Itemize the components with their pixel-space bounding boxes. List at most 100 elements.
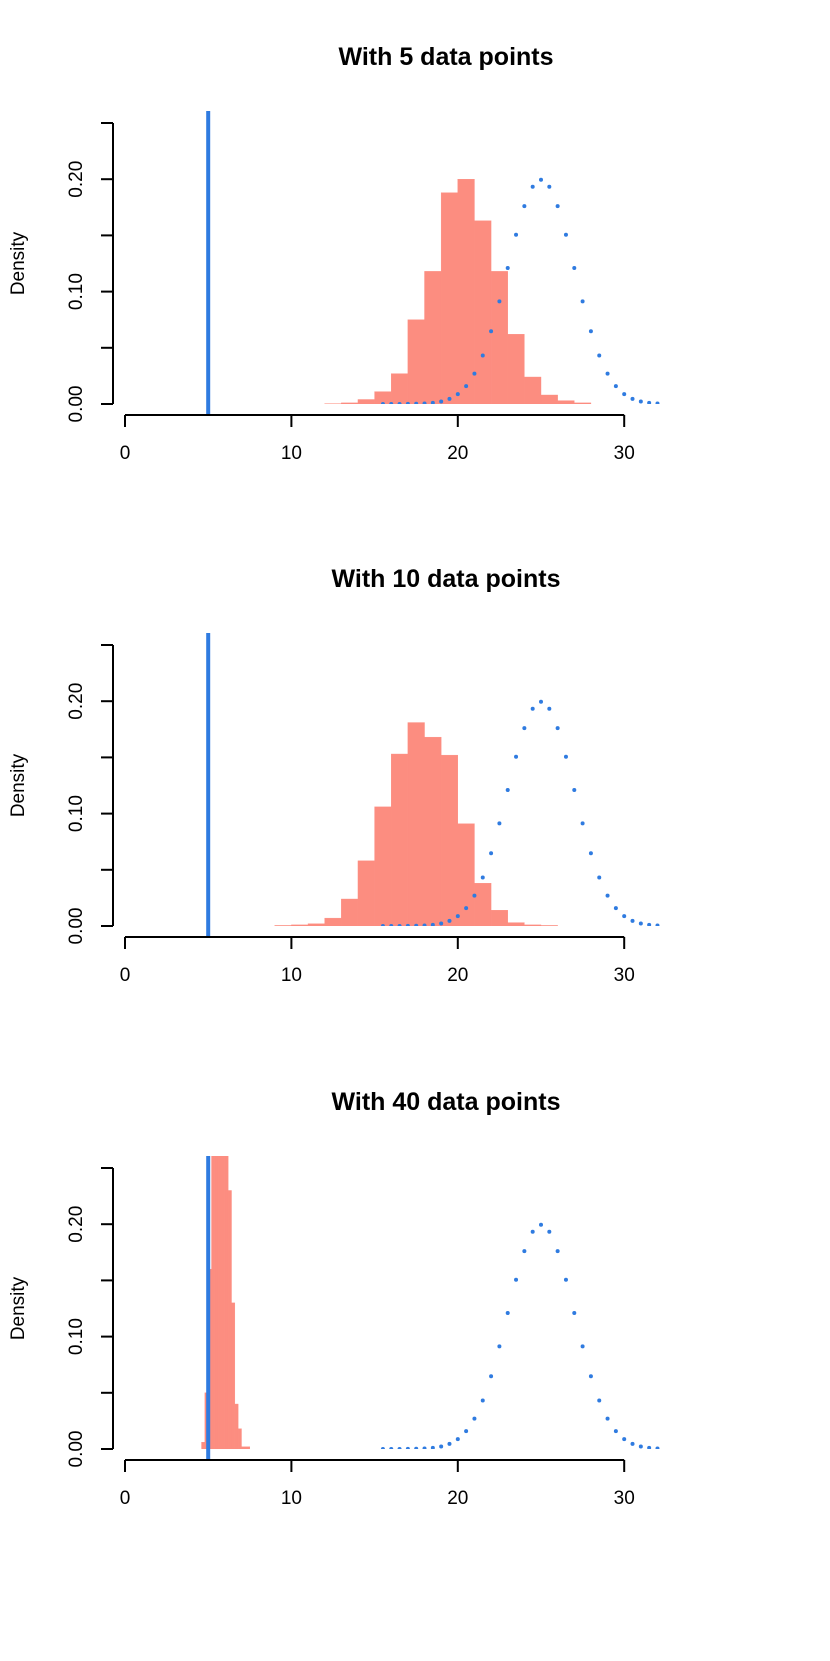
chart-panel-1: With 5 data points 0 10 20 30 0.00 0.10 0.20 Den…: [8, 43, 660, 464]
curve-dot: [514, 232, 519, 237]
curve-dot: [588, 851, 593, 856]
curve-dot: [422, 923, 427, 926]
curve-dot: [489, 1374, 494, 1379]
curve-dot: [580, 299, 585, 304]
curve-dot: [522, 204, 527, 209]
curve-dot: [464, 906, 469, 911]
curve-dot: [638, 399, 643, 404]
curve-dot: [605, 1416, 610, 1421]
y-tick-label: 0.00: [66, 908, 87, 945]
curve-dot: [405, 1446, 410, 1449]
curve-dot: [638, 1444, 643, 1449]
curve-dot: [555, 1249, 560, 1254]
y-tick-label: 0.20: [66, 683, 87, 720]
chart-title: With 40 data points: [332, 1088, 561, 1116]
histogram-bar: [424, 736, 442, 926]
x-tick-label: 10: [281, 443, 302, 464]
x-tick-label: 0: [120, 443, 131, 464]
y-axis-label: Density: [8, 1276, 29, 1340]
histogram-bar: [524, 376, 542, 404]
chart-panel-3: With 40 data points 0 10 20 30 0.00 0.10 0.20 De…: [8, 1088, 660, 1509]
curve-dot: [505, 266, 510, 271]
x-tick-label: 30: [614, 965, 635, 986]
histogram-bar: [357, 860, 375, 926]
curve-dot: [489, 329, 494, 334]
curve-dot: [505, 788, 510, 793]
y-tick-label: 0.10: [66, 1318, 87, 1355]
curve-dot: [430, 922, 435, 926]
x-tick-label: 10: [281, 965, 302, 986]
histogram-bar: [201, 1442, 206, 1449]
curve-dot: [389, 1446, 394, 1449]
curve-dot: [422, 1446, 427, 1449]
x-tick-label: 30: [614, 443, 635, 464]
curve-dot: [655, 401, 660, 404]
curve-dot: [414, 1446, 419, 1449]
y-tick-label: 0.10: [66, 273, 87, 310]
curve-dot: [522, 726, 527, 731]
histogram-bar: [237, 1428, 242, 1449]
curve-dot: [622, 914, 627, 919]
histogram-bar: [440, 754, 459, 926]
histogram-bar: [221, 1156, 226, 1449]
curve-dot: [455, 1437, 460, 1442]
y-tick-label: 0.00: [66, 1431, 87, 1468]
curve-dot: [439, 399, 444, 404]
curve-dot: [613, 1429, 618, 1434]
curve-dot: [522, 1249, 527, 1254]
histogram-bar: [224, 1156, 229, 1449]
histogram-bar: [457, 178, 475, 404]
curve-dot: [530, 1229, 535, 1234]
curve-dot: [563, 232, 568, 237]
curve-dot: [563, 754, 568, 759]
curve-dot: [380, 401, 385, 404]
curve-dot: [622, 392, 627, 397]
curve-dot: [414, 401, 419, 404]
y-tick-label: 0.00: [66, 386, 87, 423]
curve-dot: [613, 906, 618, 911]
curve-dot: [555, 204, 560, 209]
curve-dot: [580, 1344, 585, 1349]
curve-dot: [439, 921, 444, 926]
curve-dot: [489, 851, 494, 856]
curve-dot: [464, 1429, 469, 1434]
curve-dot: [572, 266, 577, 271]
y-axis-label: Density: [8, 231, 29, 295]
curve-dot: [622, 1437, 627, 1442]
curve-dot: [597, 353, 602, 358]
curve-dot: [505, 1311, 510, 1316]
curve-dot: [464, 384, 469, 389]
y-tick-label: 0.10: [66, 795, 87, 832]
curve-dot: [514, 1277, 519, 1282]
histogram-bar: [424, 271, 442, 404]
curve-dot: [539, 1222, 543, 1227]
histogram-bar: [241, 1446, 250, 1449]
plot-area: [324, 177, 660, 404]
curve-dot: [389, 923, 394, 926]
chart-panel-2: With 10 data points 0 10 20 30 0.00 0.10 0.20 De…: [8, 565, 660, 986]
curve-dot: [572, 788, 577, 793]
y-tick-label: 0.20: [66, 161, 87, 198]
curve-dot: [447, 918, 452, 923]
curve-dot: [597, 1398, 602, 1403]
curve-dot: [547, 184, 552, 189]
curve-dot: [397, 923, 402, 926]
y-axis-label: Density: [8, 753, 29, 817]
histogram-bar: [407, 722, 425, 926]
histogram-bar: [341, 898, 359, 926]
histogram-bar: [557, 400, 575, 404]
histogram-bar: [231, 1302, 236, 1449]
curve-dot: [380, 923, 385, 926]
histogram-bar: [234, 1403, 239, 1449]
curve-dot: [630, 918, 635, 923]
curve-dot: [580, 821, 585, 826]
histogram-bar: [490, 910, 508, 926]
histogram-bar: [524, 924, 542, 926]
curve-dot: [530, 706, 535, 711]
curve-dot: [630, 1441, 635, 1446]
curve-dot: [630, 396, 635, 401]
histogram-bar: [324, 917, 342, 926]
histogram-bar: [374, 806, 392, 926]
curve-dot: [397, 401, 402, 404]
